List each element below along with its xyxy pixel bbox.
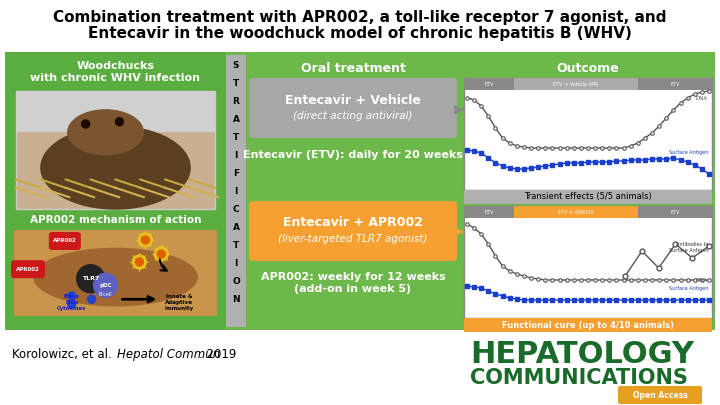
Text: (liver-targeted TLR7 agonist): (liver-targeted TLR7 agonist) — [279, 234, 428, 244]
Text: ETV + APR002: ETV + APR002 — [558, 209, 593, 215]
Text: I: I — [234, 151, 238, 160]
Bar — [513, 206, 638, 218]
FancyBboxPatch shape — [14, 230, 217, 316]
Text: pDC: pDC — [99, 283, 112, 288]
Bar — [464, 206, 513, 218]
Circle shape — [68, 300, 76, 308]
Text: Surface Antigen: Surface Antigen — [669, 150, 708, 155]
Text: A: A — [233, 115, 240, 124]
Text: C: C — [233, 205, 239, 213]
Text: Oral treatment: Oral treatment — [300, 62, 405, 75]
FancyBboxPatch shape — [249, 78, 457, 138]
Text: Open Access: Open Access — [633, 390, 688, 399]
Text: Antibodies to
Surface Antigen: Antibodies to Surface Antigen — [669, 242, 708, 253]
Text: O: O — [232, 277, 240, 286]
Text: Hepatol Commun: Hepatol Commun — [117, 348, 220, 361]
Text: COMMUNICATIONS: COMMUNICATIONS — [470, 368, 688, 388]
Text: APR002: APR002 — [16, 266, 40, 272]
Text: Surface Antigen: Surface Antigen — [669, 286, 708, 291]
Text: ETV: ETV — [670, 209, 680, 215]
Text: Woodchucks
with chronic WHV infection: Woodchucks with chronic WHV infection — [30, 61, 200, 83]
Circle shape — [81, 120, 90, 128]
Bar — [638, 78, 712, 90]
Circle shape — [135, 258, 143, 266]
FancyBboxPatch shape — [249, 201, 457, 261]
Text: Combination treatment with APR002, a toll-like receptor 7 agonist, and: Combination treatment with APR002, a tol… — [53, 10, 667, 25]
Text: ETV: ETV — [484, 81, 493, 87]
Text: Functional cure (up to 4/10 animals): Functional cure (up to 4/10 animals) — [502, 320, 674, 330]
Circle shape — [94, 273, 117, 297]
Text: Transient effects (5/5 animals): Transient effects (5/5 animals) — [524, 192, 652, 202]
FancyBboxPatch shape — [49, 232, 81, 250]
Circle shape — [157, 250, 166, 258]
Text: IFN-α
ISGs
Cytokines: IFN-α ISGs Cytokines — [57, 294, 86, 311]
Text: DNA: DNA — [696, 278, 708, 283]
Circle shape — [138, 233, 153, 247]
FancyBboxPatch shape — [16, 91, 215, 209]
Text: A: A — [233, 222, 240, 232]
Text: Entecavir + Vehicle: Entecavir + Vehicle — [285, 94, 421, 107]
Circle shape — [88, 295, 96, 303]
Bar — [464, 318, 712, 332]
Circle shape — [141, 236, 149, 244]
Text: N: N — [232, 294, 240, 303]
Text: T: T — [233, 241, 239, 249]
Text: Entecavir (ETV): daily for 20 weeks: Entecavir (ETV): daily for 20 weeks — [243, 150, 463, 160]
Text: . 2019: . 2019 — [199, 348, 236, 361]
Text: Korolowizc, et al.: Korolowizc, et al. — [12, 348, 115, 361]
Bar — [16, 91, 215, 132]
Text: (direct acting antiviral): (direct acting antiviral) — [293, 111, 413, 121]
Text: B-cell: B-cell — [99, 292, 112, 297]
Text: APR002 mechanism of action: APR002 mechanism of action — [30, 215, 202, 225]
Text: T: T — [233, 132, 239, 141]
Ellipse shape — [68, 110, 143, 155]
Text: TLR7: TLR7 — [82, 276, 99, 281]
Circle shape — [76, 265, 104, 293]
Text: S: S — [233, 60, 239, 70]
Text: Outcome: Outcome — [557, 62, 619, 75]
Bar — [464, 206, 712, 318]
Circle shape — [115, 118, 124, 126]
Text: T: T — [233, 79, 239, 87]
Bar — [464, 190, 712, 204]
Circle shape — [132, 255, 146, 269]
Bar — [638, 206, 712, 218]
Text: ETV: ETV — [670, 81, 680, 87]
Text: APR002: weekly for 12 weeks
(add-on in week 5): APR002: weekly for 12 weeks (add-on in w… — [261, 272, 446, 294]
Text: Entecavir in the woodchuck model of chronic hepatitis B (WHV): Entecavir in the woodchuck model of chro… — [88, 26, 632, 41]
Text: DNA: DNA — [696, 96, 708, 101]
Text: Innate &
Adaptive
Immunity: Innate & Adaptive Immunity — [165, 294, 194, 311]
Bar — [513, 78, 638, 90]
FancyBboxPatch shape — [618, 386, 702, 404]
Bar — [226, 55, 246, 327]
Text: I: I — [234, 186, 238, 196]
Bar — [464, 78, 513, 90]
Ellipse shape — [41, 126, 190, 209]
Text: APR002: APR002 — [53, 239, 77, 243]
Text: Entecavir + APR002: Entecavir + APR002 — [283, 217, 423, 230]
Text: I: I — [234, 258, 238, 267]
Ellipse shape — [34, 248, 197, 306]
Text: ETV: ETV — [484, 209, 493, 215]
Circle shape — [68, 292, 76, 300]
Text: HEPATOLOGY: HEPATOLOGY — [470, 340, 694, 369]
Circle shape — [154, 247, 168, 261]
Text: R: R — [233, 96, 240, 105]
FancyBboxPatch shape — [11, 260, 45, 278]
Text: F: F — [233, 168, 239, 177]
Bar — [464, 78, 712, 190]
Text: ETV + Vehicle APR: ETV + Vehicle APR — [553, 81, 598, 87]
FancyBboxPatch shape — [5, 52, 226, 330]
Bar — [5, 52, 715, 330]
